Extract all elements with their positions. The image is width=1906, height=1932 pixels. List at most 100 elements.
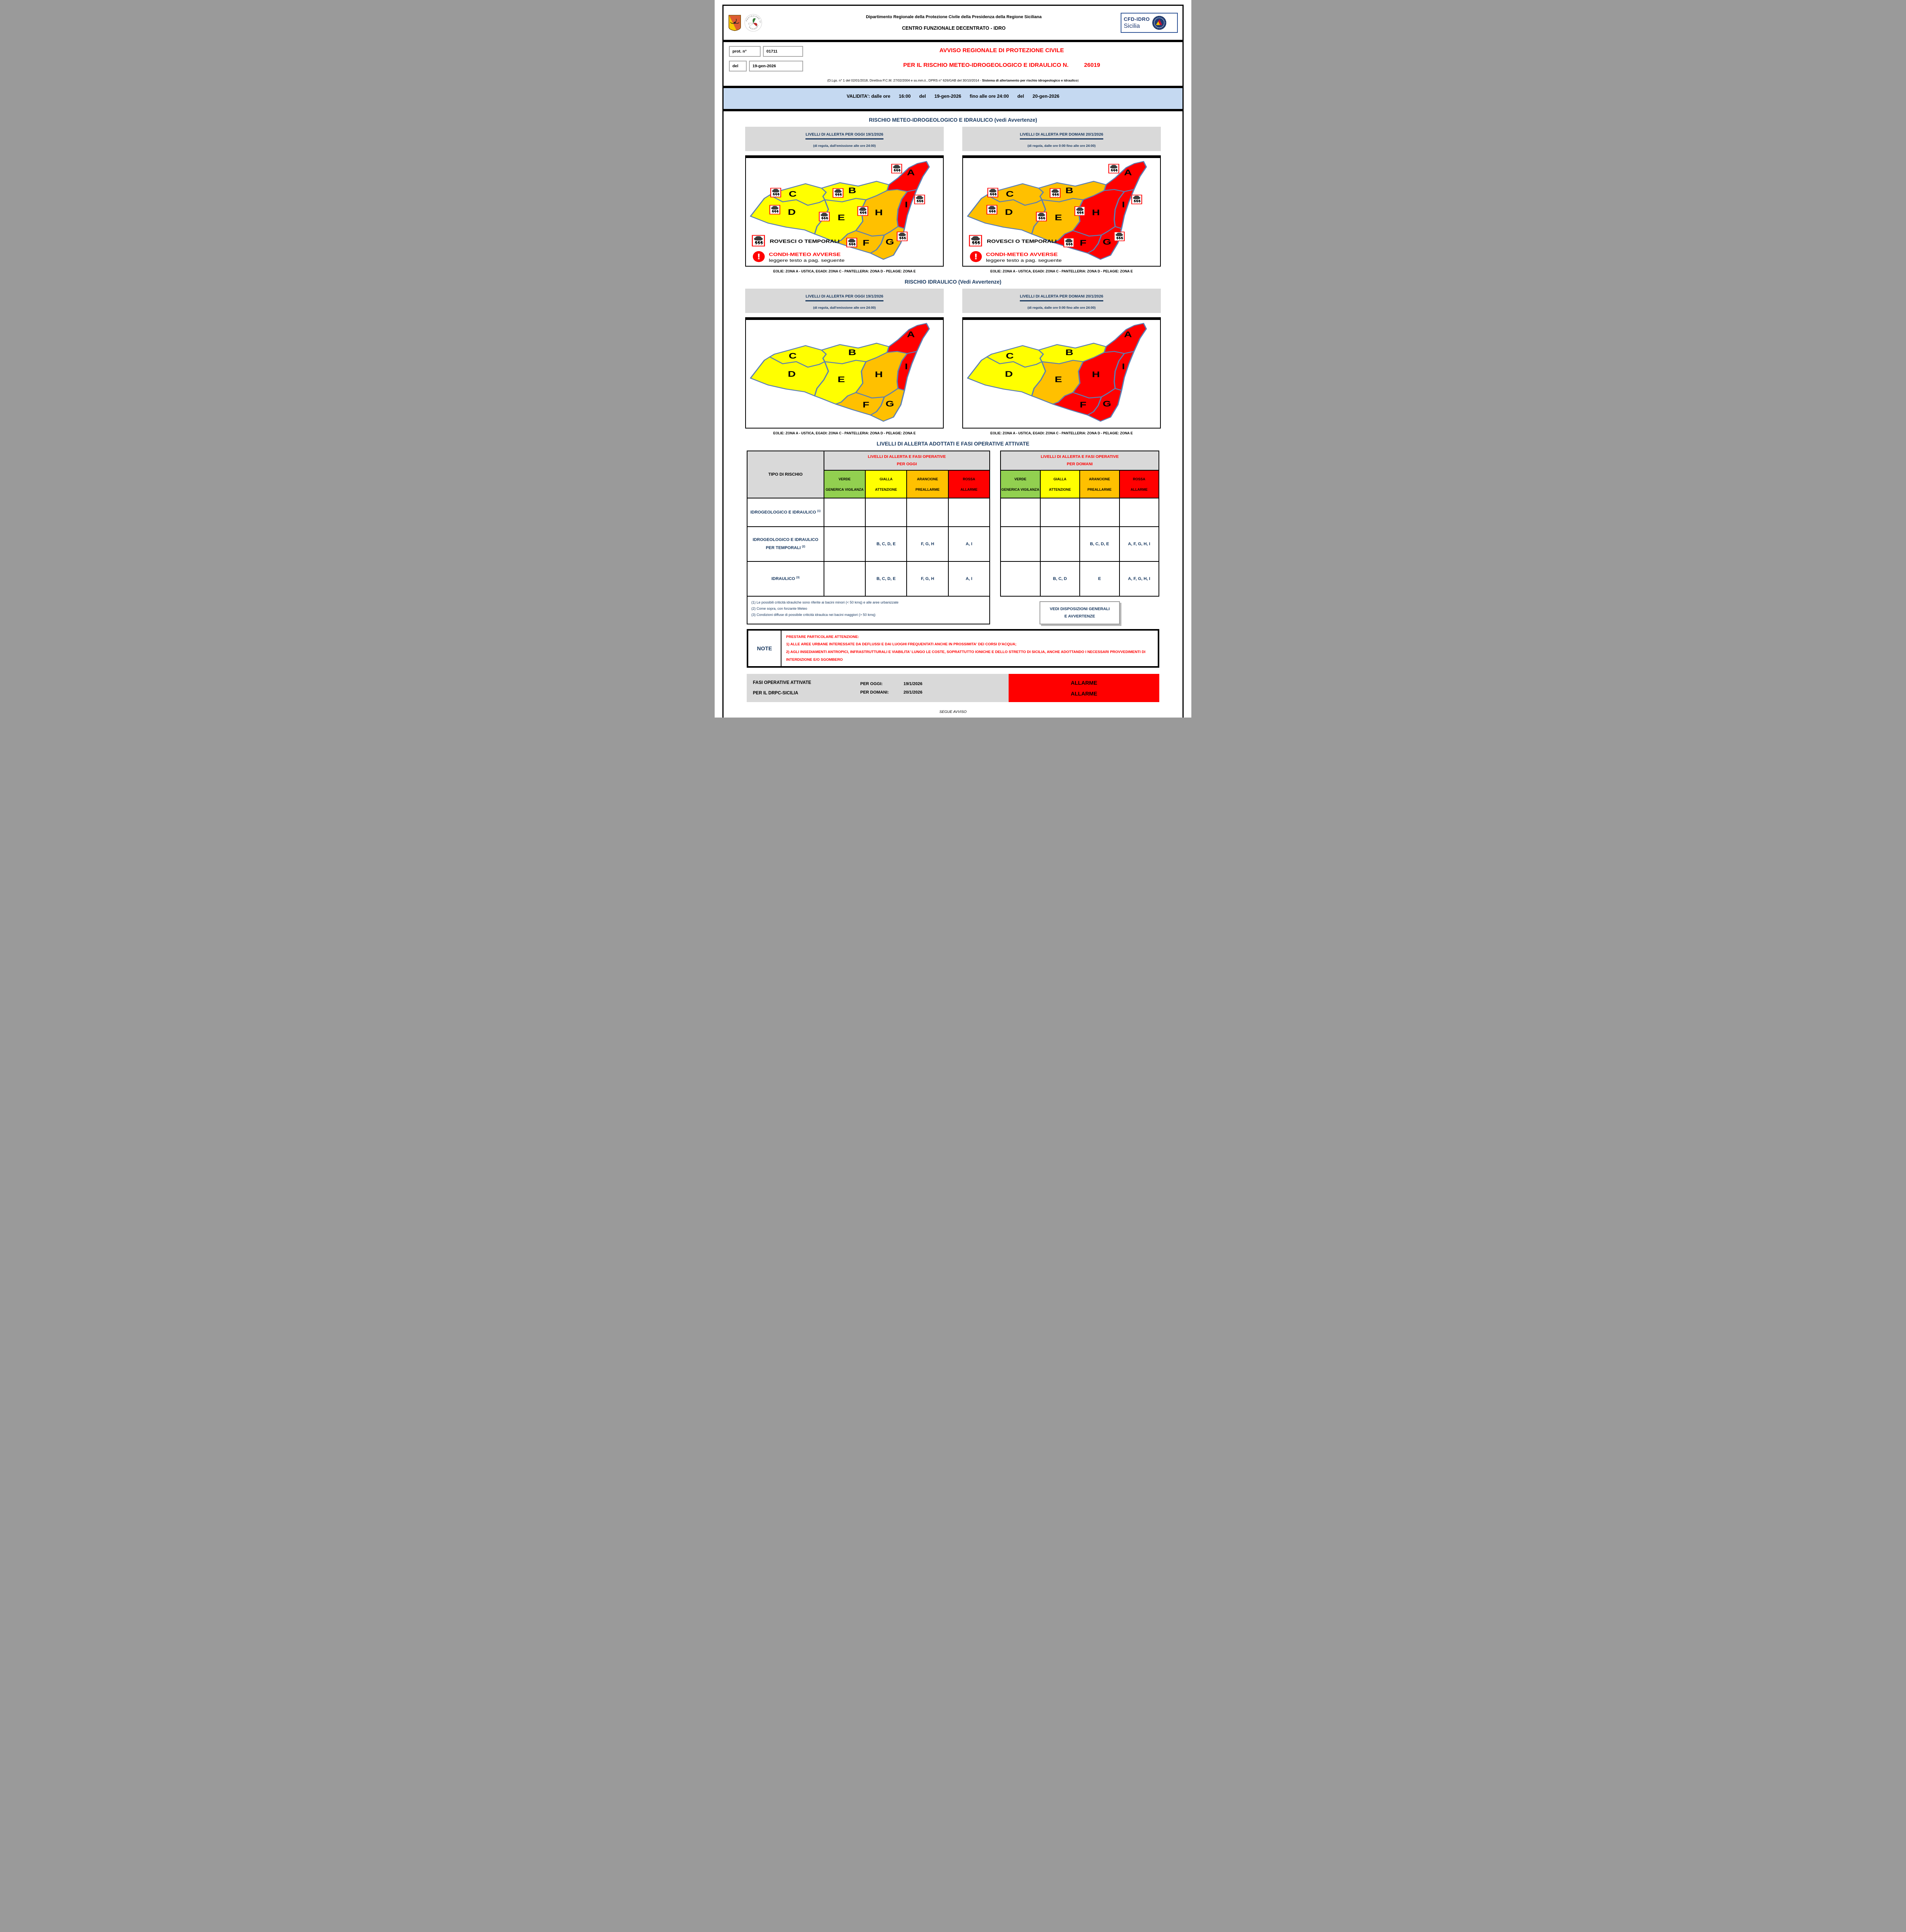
table-row: IDROGEOLOGICO E IDRAULICO (1) xyxy=(747,498,990,527)
header-titles: Dipartimento Regionale della Protezione … xyxy=(787,15,1121,31)
title-line2: PER IL RISCHIO METEO-IDROGEOLOGICO E IDR… xyxy=(903,62,1100,68)
zone-label-F: F xyxy=(863,238,869,248)
note-label: NOTE xyxy=(748,630,781,667)
storm-icon xyxy=(769,205,780,215)
zone-label-H: H xyxy=(1092,208,1100,217)
meteo-oggi-header-box: LIVELLI DI ALLERTA PER OGGI 19/1/2026 (d… xyxy=(745,127,944,151)
table-row: IDROGEOLOGICO E IDRAULICO PER TEMPORALI … xyxy=(747,526,990,562)
map-caption: EOLIE: ZONA A - USTICA, EGADI: ZONA C - … xyxy=(773,431,916,435)
fasi-operative-row: FASI OPERATIVE ATTIVATE PER IL DRPC-SICI… xyxy=(747,674,1159,702)
segue-avviso: SEGUE AVVISO xyxy=(939,710,967,714)
level-verde: VERDE GENERICA VIGILANZA xyxy=(823,470,866,498)
zone-label-I: I xyxy=(1122,362,1125,371)
level-rossa: ROSSA ALLARME xyxy=(948,470,990,498)
fasi-oggi-row: PER OGGI: 19/1/2026 xyxy=(860,681,922,686)
document-frame: PROTEZIONE CIVILE NAZIONALE Dipartimento… xyxy=(722,5,1184,718)
table-row: B, C, D, E A, F, G, H, I xyxy=(1000,526,1160,562)
level-gialla: GIALLA ATTENZIONE xyxy=(865,470,907,498)
idraulico-oggi-header-box: LIVELLI DI ALLERTA PER OGGI 19/1/2026 (d… xyxy=(745,289,944,313)
map-meteo-oggi: A B C D E F G H I ROVESCI O TEMPORALI! CONDI-METEO… xyxy=(745,155,944,267)
storm-icon xyxy=(897,231,908,242)
zone-label-F: F xyxy=(1080,238,1086,248)
storm-icon xyxy=(987,188,999,197)
storm-icon xyxy=(770,188,781,197)
svg-text:!: ! xyxy=(757,252,760,262)
protocol-block: prot. n° 01711 del 19-gen-2026 xyxy=(729,46,826,75)
storm-icon xyxy=(1131,194,1142,204)
warning-icon xyxy=(970,251,982,262)
zone-label-B: B xyxy=(1065,186,1074,196)
zone-label-A: A xyxy=(907,168,915,177)
svg-text:!: ! xyxy=(974,252,977,262)
center-line: CENTRO FUNZIONALE DECENTRATO - IDRO xyxy=(902,26,1006,31)
document-body: RISCHIO METEO-IDROGEOLOGICO E IDRAULICO … xyxy=(724,117,1182,714)
fase-oggi: ALLARME xyxy=(1070,679,1097,686)
risk-type-header: TIPO DI RISCHIO xyxy=(747,451,824,498)
avviso-number: 26019 xyxy=(1084,62,1100,68)
zone-label-C: C xyxy=(789,189,797,199)
storm-icon xyxy=(1108,164,1119,173)
zone-label-D: D xyxy=(788,207,796,217)
storm-icon xyxy=(1063,238,1075,248)
storm-icon xyxy=(1074,206,1086,216)
fasi-gray-box: FASI OPERATIVE ATTIVATE PER IL DRPC-SICI… xyxy=(747,674,1009,702)
zone-label-C: C xyxy=(1006,351,1014,361)
map-col-meteo-domani: A B C D E F G H I ROVESCI O TEMPORALI! CONDI-METEO… xyxy=(962,155,1161,273)
legend-storm-label: ROVESCI O TEMPORALI xyxy=(987,239,1057,244)
vedi-disposizioni-box: VEDI DISPOSIZIONI GENERALI E AVVERTENZE xyxy=(1040,601,1120,624)
zone-label-B: B xyxy=(1065,348,1074,357)
cfd-badge-icon xyxy=(1152,15,1166,30)
storm-icon xyxy=(752,235,765,247)
zone-label-E: E xyxy=(837,375,845,384)
storm-icon xyxy=(969,235,982,247)
note-box: NOTE PRESTARE PARTICOLARE ATTENZIONE: 1)… xyxy=(747,629,1159,668)
storm-icon xyxy=(1036,212,1047,221)
section-idraulico: RISCHIO IDRAULICO (Vedi Avvertenze) LIVE… xyxy=(737,279,1169,435)
legend-storm-label: ROVESCI O TEMPORALI xyxy=(770,239,840,244)
document-page: PROTEZIONE CIVILE NAZIONALE Dipartimento… xyxy=(715,0,1191,718)
sicily-shield-icon xyxy=(729,15,741,31)
storm-icon xyxy=(1050,188,1061,198)
idraulico-section-title: RISCHIO IDRAULICO (Vedi Avvertenze) xyxy=(904,279,1002,285)
map-meteo-domani: A B C D E F G H I ROVESCI O TEMPORALI! CONDI-METEO… xyxy=(962,155,1161,267)
table-row xyxy=(1000,498,1160,527)
alert-table-oggi: TIPO DI RISCHIO LIVELLI DI ALLERTA E FAS… xyxy=(747,451,990,597)
zone-label-E: E xyxy=(1055,375,1062,384)
oggi-band: LIVELLI DI ALLERTA E FASI OPERATIVE PER O… xyxy=(823,451,990,471)
zone-label-F: F xyxy=(863,400,869,410)
law-references: (D.Lgs. n° 1 del 02/01/2018, Direttiva P… xyxy=(827,78,1079,82)
zone-label-D: D xyxy=(788,369,796,379)
zone-label-H: H xyxy=(1092,370,1100,379)
zone-label-G: G xyxy=(885,399,894,408)
zone-label-A: A xyxy=(1124,168,1132,177)
storm-icon xyxy=(832,188,844,198)
table-row: IDRAULICO (3) B, C, D, E F, G, H A, I xyxy=(747,561,990,597)
validity-bar: VALIDITA': dalle ore 16:00 del 19-gen-2026 f… xyxy=(724,86,1182,111)
zone-label-I: I xyxy=(1122,200,1125,209)
warning-icon xyxy=(753,251,765,262)
legend-warning-title: CONDI-METEO AVVERSE xyxy=(986,252,1058,257)
zone-label-H: H xyxy=(875,208,883,217)
zone-label-B: B xyxy=(848,186,856,196)
zone-label-C: C xyxy=(789,351,797,361)
alert-tables: TIPO DI RISCHIO LIVELLI DI ALLERTA E FAS… xyxy=(747,451,1160,597)
meteo-section-title: RISCHIO METEO-IDROGEOLOGICO E IDRAULICO … xyxy=(869,117,1037,123)
zone-label-A: A xyxy=(907,330,915,339)
prot-label: prot. n° xyxy=(729,46,761,57)
zone-label-G: G xyxy=(1102,399,1111,408)
level-rossa: ROSSA ALLARME xyxy=(1119,470,1160,498)
storm-icon xyxy=(914,194,925,204)
section-meteo: RISCHIO METEO-IDROGEOLOGICO E IDRAULICO … xyxy=(737,117,1169,273)
zone-label-E: E xyxy=(1055,213,1062,223)
map-caption: EOLIE: ZONA A - USTICA, EGADI: ZONA C - … xyxy=(990,269,1133,273)
header-logos: PROTEZIONE CIVILE NAZIONALE xyxy=(728,14,787,32)
zone-label-F: F xyxy=(1080,400,1086,410)
zone-label-A: A xyxy=(1124,330,1132,339)
footnotes-row: (1) Le possibili criticità idrauliche so… xyxy=(747,597,1159,624)
storm-icon xyxy=(1114,231,1125,242)
legend-warning-title: CONDI-METEO AVVERSE xyxy=(769,252,841,257)
idraulico-domani-header-box: LIVELLI DI ALLERTA PER DOMANI 20/1/2026 … xyxy=(962,289,1161,313)
zone-label-D: D xyxy=(1005,207,1013,217)
domani-band: LIVELLI DI ALLERTA E FASI OPERATIVE PER D… xyxy=(1000,451,1159,471)
